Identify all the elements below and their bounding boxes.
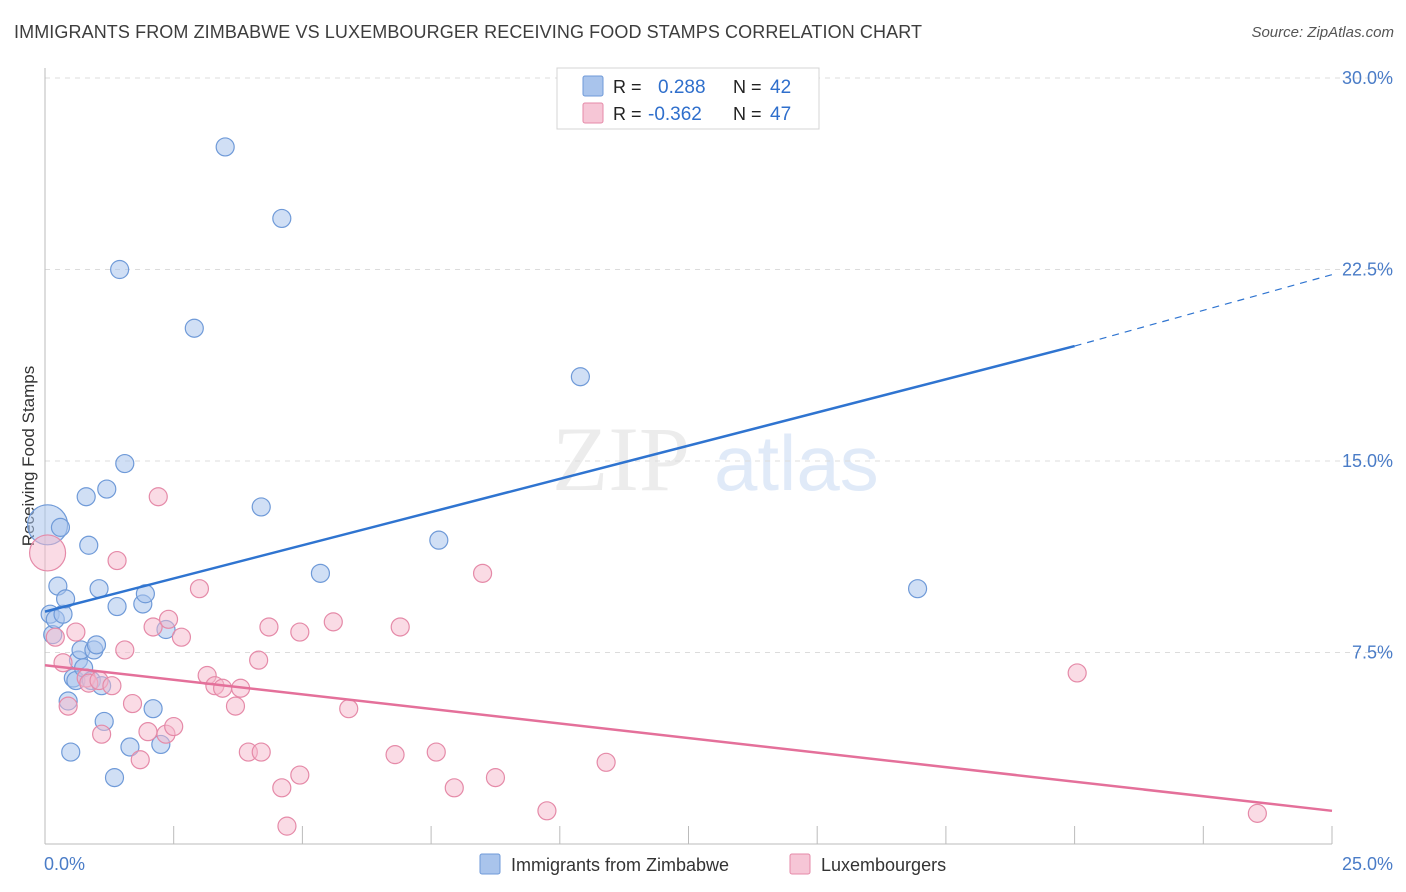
legend-r-label-1: R = xyxy=(613,77,642,97)
zimbabwe-point xyxy=(907,579,928,599)
luxembourger-point xyxy=(102,676,122,696)
luxembourger-point xyxy=(339,699,359,719)
x-tick-label-max: 25.0% xyxy=(1342,854,1393,874)
x-axis-ticks xyxy=(173,826,1333,844)
series-legend: Immigrants from Zimbabwe Luxembourgers xyxy=(479,853,946,875)
luxembourger-point xyxy=(249,650,269,670)
y-axis-label: Receiving Food Stamps xyxy=(19,366,38,546)
zimbabwe-point xyxy=(115,453,135,474)
legend-r-value-1: 0.288 xyxy=(658,77,706,98)
luxembourger-point xyxy=(251,742,271,762)
luxembourger-point xyxy=(290,622,310,642)
correlation-legend: R = 0.288 N = 42 R = -0.362 N = 47 xyxy=(556,67,820,130)
luxembourger-point xyxy=(485,768,506,788)
zimbabwe-point xyxy=(61,742,81,762)
y-tick-label: 30.0% xyxy=(1342,68,1393,88)
zimbabwe-point xyxy=(120,737,140,757)
luxembourger-point xyxy=(385,745,405,765)
luxembourger-point xyxy=(130,750,150,770)
bottom-legend-swatch-pink xyxy=(789,853,811,875)
bottom-legend-swatch-blue xyxy=(479,853,501,875)
bottom-legend-label-2: Luxembourgers xyxy=(821,855,946,875)
luxembourger-point xyxy=(58,696,78,716)
trend-lines xyxy=(44,274,1333,813)
luxembourger-trend-line xyxy=(44,664,1333,813)
series-zimbabwe-points xyxy=(26,137,928,788)
series-luxembourger-points xyxy=(28,487,1267,836)
y-tick-label: 15.0% xyxy=(1342,451,1393,471)
luxembourger-point xyxy=(92,724,112,744)
zimbabwe-point xyxy=(272,208,292,229)
zimbabwe-trend-extension xyxy=(1074,274,1333,347)
zimbabwe-point xyxy=(50,517,71,537)
luxembourger-point xyxy=(138,722,158,742)
luxembourger-point xyxy=(171,627,192,647)
zimbabwe-point xyxy=(76,487,96,507)
luxembourger-point xyxy=(390,617,410,637)
zimbabwe-point xyxy=(570,367,590,387)
legend-swatch-blue xyxy=(582,75,604,97)
luxembourger-point xyxy=(213,678,233,698)
legend-n-label-1: N = xyxy=(733,77,762,97)
zimbabwe-point xyxy=(86,635,107,655)
legend-r-label-2: R = xyxy=(613,104,642,124)
zimbabwe-point xyxy=(310,563,331,583)
zimbabwe-point xyxy=(251,497,271,517)
luxembourger-point xyxy=(122,693,143,714)
luxembourger-point xyxy=(537,801,557,821)
chart-title: IMMIGRANTS FROM ZIMBABWE VS LUXEMBOURGER… xyxy=(14,22,923,42)
luxembourger-point xyxy=(45,627,65,647)
zimbabwe-point xyxy=(184,318,204,338)
luxembourger-point xyxy=(290,765,310,785)
luxembourger-point xyxy=(143,617,163,637)
luxembourger-point xyxy=(225,696,246,716)
luxembourger-point xyxy=(426,742,446,762)
legend-n-value-2: 47 xyxy=(770,104,791,125)
zimbabwe-point xyxy=(97,479,117,499)
watermark-atlas: atlas xyxy=(714,419,879,507)
zimbabwe-point xyxy=(429,530,449,550)
luxembourger-point xyxy=(115,640,135,660)
y-tick-labels: 7.5% 15.0% 22.5% 30.0% xyxy=(1342,68,1393,663)
zimbabwe-point xyxy=(79,535,99,555)
luxembourger-point xyxy=(107,550,127,571)
legend-r-value-2: -0.362 xyxy=(648,104,702,125)
luxembourger-point xyxy=(148,487,168,507)
luxembourger-point xyxy=(1247,803,1267,823)
zimbabwe-point xyxy=(107,596,127,617)
zimbabwe-point xyxy=(215,137,235,157)
luxembourger-point xyxy=(28,534,67,572)
luxembourger-point xyxy=(472,563,493,583)
luxembourger-point xyxy=(323,612,343,632)
luxembourger-point xyxy=(596,752,616,772)
source-label: Source: ZipAtlas.com xyxy=(1251,24,1394,41)
legend-swatch-pink xyxy=(582,102,604,124)
watermark: ZIP atlas xyxy=(552,408,879,510)
luxembourger-point xyxy=(272,778,292,798)
y-tick-label: 22.5% xyxy=(1342,260,1393,280)
y-tick-label: 7.5% xyxy=(1352,643,1393,663)
watermark-zip: ZIP xyxy=(552,408,690,510)
legend-n-value-1: 42 xyxy=(770,77,791,98)
grid-lines xyxy=(45,77,1392,653)
luxembourger-point xyxy=(164,716,184,737)
zimbabwe-point xyxy=(143,699,163,719)
luxembourger-point xyxy=(66,622,86,642)
luxembourger-point xyxy=(259,617,279,637)
luxembourger-point xyxy=(1067,663,1087,683)
x-tick-label-min: 0.0% xyxy=(44,854,85,874)
zimbabwe-point xyxy=(110,259,130,280)
luxembourger-point xyxy=(189,579,210,599)
luxembourger-point xyxy=(444,778,464,798)
legend-n-label-2: N = xyxy=(733,104,762,124)
bottom-legend-label-1: Immigrants from Zimbabwe xyxy=(511,855,729,875)
zimbabwe-trend-line xyxy=(44,344,1075,613)
zimbabwe-point xyxy=(104,768,125,788)
zimbabwe-point xyxy=(55,589,76,609)
luxembourger-point xyxy=(277,816,297,836)
luxembourger-point xyxy=(158,609,179,629)
